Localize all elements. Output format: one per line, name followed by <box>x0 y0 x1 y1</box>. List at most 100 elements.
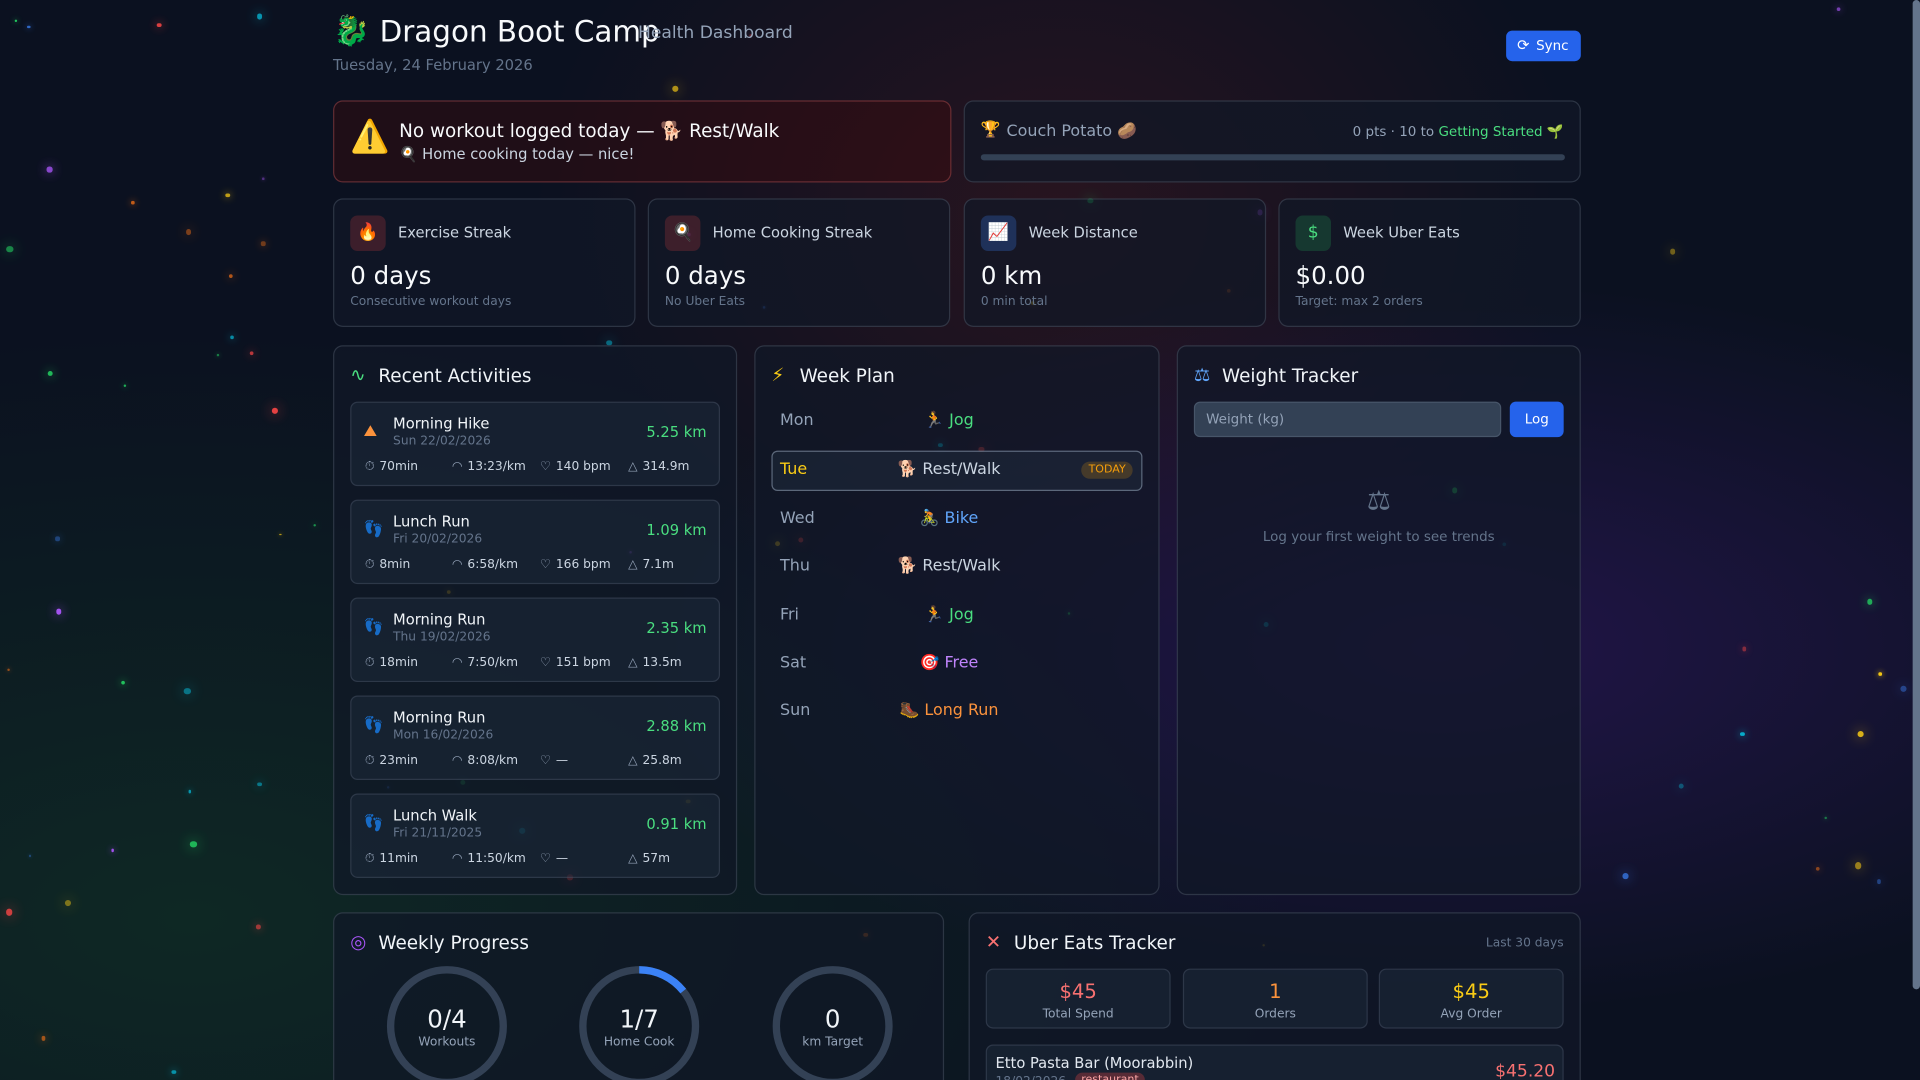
metric-value: 166 bpm <box>555 558 611 572</box>
metric-value: 11:50/km <box>467 852 526 866</box>
points: 0 pts · 10 to <box>1352 123 1435 140</box>
particle <box>1824 816 1827 819</box>
plan-day: Fri <box>780 606 799 625</box>
activity-name: Lunch Run <box>393 513 470 531</box>
activity-duration: ⏱ 11min <box>365 852 418 865</box>
particle <box>249 351 254 356</box>
stat-value: 0 km <box>980 260 1043 291</box>
plan-activity: 🏃 Jog <box>924 606 974 625</box>
particle <box>1622 872 1629 879</box>
order-item: Etto Pasta Bar (Moorabbin) 18/02/2026 rest… <box>985 1044 1564 1080</box>
activity-duration: ⏱ 18min <box>365 656 418 669</box>
metric-icon: ♡ <box>540 460 551 474</box>
activity-date: Thu 19/02/2026 <box>393 630 491 645</box>
stat-card: 📈 Week Distance 0 km 0 min total <box>963 198 1267 327</box>
stat-icon: 🔥 <box>350 215 386 252</box>
summary-box: 1 Orders <box>1182 968 1368 1029</box>
summary-value: 1 <box>1269 979 1282 1003</box>
metric-icon: ♡ <box>540 656 551 670</box>
weight-input[interactable]: Weight (kg) <box>1193 401 1502 438</box>
empty-text: Log your first weight to see trends <box>1262 528 1495 545</box>
activity-duration: ⏱ 8min <box>365 558 410 571</box>
panel-title: Weight Tracker <box>1222 364 1359 387</box>
panel-title: Weekly Progress <box>378 931 529 954</box>
stat-label: Week Uber Eats <box>1343 224 1460 242</box>
activity-hr: ♡ — <box>540 852 568 865</box>
particle <box>29 854 32 857</box>
activity-item: 👣 Morning Run Thu 19/02/2026 2.35 km ⏱ 18min ◠… <box>350 597 721 683</box>
metric-value: 11min <box>379 852 419 866</box>
activity-item: ⛰ Morning Hike Sun 22/02/2026 5.25 km ⏱ 70min… <box>350 401 721 487</box>
ring-value: 0/4 <box>427 1004 467 1034</box>
activity-pace: ◠ 7:50/km <box>452 656 518 669</box>
particle <box>131 201 135 205</box>
week-plan-panel: ⚡ Week Plan Mon 🏃 Jog TODAY Tue 🐕 Rest/Walk Wed… <box>754 345 1160 896</box>
metric-icon: ♡ <box>540 558 551 572</box>
metric-value: 7.1m <box>642 558 674 572</box>
activity-elevation: △ 25.8m <box>628 754 682 767</box>
activity-hr: ♡ 140 bpm <box>540 460 611 473</box>
metric-value: 23min <box>379 754 419 768</box>
panel-icon: ⚖ <box>1193 363 1211 386</box>
metric-icon: △ <box>628 852 638 866</box>
activity-hr: ♡ 151 bpm <box>540 656 611 669</box>
particle <box>1742 647 1747 651</box>
stat-value: $0.00 <box>1295 260 1366 291</box>
panel-icon: ◎ <box>350 930 367 953</box>
activity-elevation: △ 314.9m <box>628 460 689 473</box>
log-button[interactable]: Log <box>1509 401 1564 438</box>
particle <box>185 229 192 236</box>
empty-icon: ⚖ <box>1366 486 1391 517</box>
stat-sub: Consecutive workout days <box>350 295 512 309</box>
activity-distance: 1.09 km <box>646 521 707 539</box>
metric-value: — <box>555 754 569 768</box>
particle <box>672 86 679 93</box>
order-name: Etto Pasta Bar (Moorabbin) <box>995 1054 1194 1072</box>
stat-icon: $ <box>1295 215 1332 252</box>
app-title: Dragon Boot Camp <box>379 14 660 49</box>
stat-value: 0 days <box>350 260 432 291</box>
activity-distance: 2.88 km <box>646 717 707 735</box>
panel-title: Recent Activities <box>378 364 532 387</box>
level-progress: 0 pts · 10 to Getting Started 🌱 <box>1353 124 1564 140</box>
particle <box>256 13 263 20</box>
activity-duration: ⏱ 23min <box>365 754 418 767</box>
activity-hr: ♡ — <box>540 754 568 767</box>
metric-icon: ◠ <box>451 754 463 768</box>
sync-button[interactable]: Sync ⟳ <box>1506 30 1581 62</box>
stat-label: Exercise Streak <box>397 224 512 242</box>
stat-card: 🍳 Home Cooking Streak 0 days No Uber Eats <box>647 198 951 327</box>
particle <box>228 273 233 278</box>
metric-value: 57m <box>642 852 671 866</box>
plan-activity: 🚴 Bike <box>919 509 979 528</box>
particle <box>46 166 53 173</box>
particle <box>123 384 127 388</box>
particle <box>256 925 261 930</box>
activity-hr: ♡ 166 bpm <box>540 558 611 571</box>
particle <box>1867 599 1873 605</box>
plan-activity: 🥾 Long Run <box>899 701 999 721</box>
activity-date: Mon 16/02/2026 <box>393 728 494 743</box>
particle <box>1854 862 1862 869</box>
metric-icon: ⏱ <box>364 460 375 474</box>
particle <box>606 339 613 346</box>
activity-elevation: △ 57m <box>628 852 670 865</box>
metric-icon: ◠ <box>451 656 463 670</box>
workout-alert: ⚠️ No workout logged today — 🐕 Rest/Walk 🍳… <box>333 100 952 183</box>
activity-item: 👣 Lunch Walk Fri 21/11/2025 0.91 km ⏱ 11min ◠ 1… <box>350 793 721 878</box>
stat-sub: 0 min total <box>980 295 1048 309</box>
metric-icon: ⏱ <box>364 656 375 670</box>
plan-day: Tue <box>780 460 808 479</box>
metric-icon: ⏱ <box>364 558 375 572</box>
activity-pace: ◠ 8:08/km <box>452 754 518 767</box>
particle <box>47 371 53 377</box>
particle <box>262 177 265 180</box>
activity-date: Fri 20/02/2026 <box>393 532 483 547</box>
metric-icon: △ <box>628 656 638 670</box>
panel-title: Week Plan <box>799 364 895 387</box>
metric-icon: ◠ <box>451 558 463 572</box>
activity-name: Morning Hike <box>393 415 490 433</box>
level-card: 🏆 Couch Potato 🥔 0 pts · 10 to Getting Sta… <box>963 100 1581 183</box>
particle <box>157 22 162 28</box>
